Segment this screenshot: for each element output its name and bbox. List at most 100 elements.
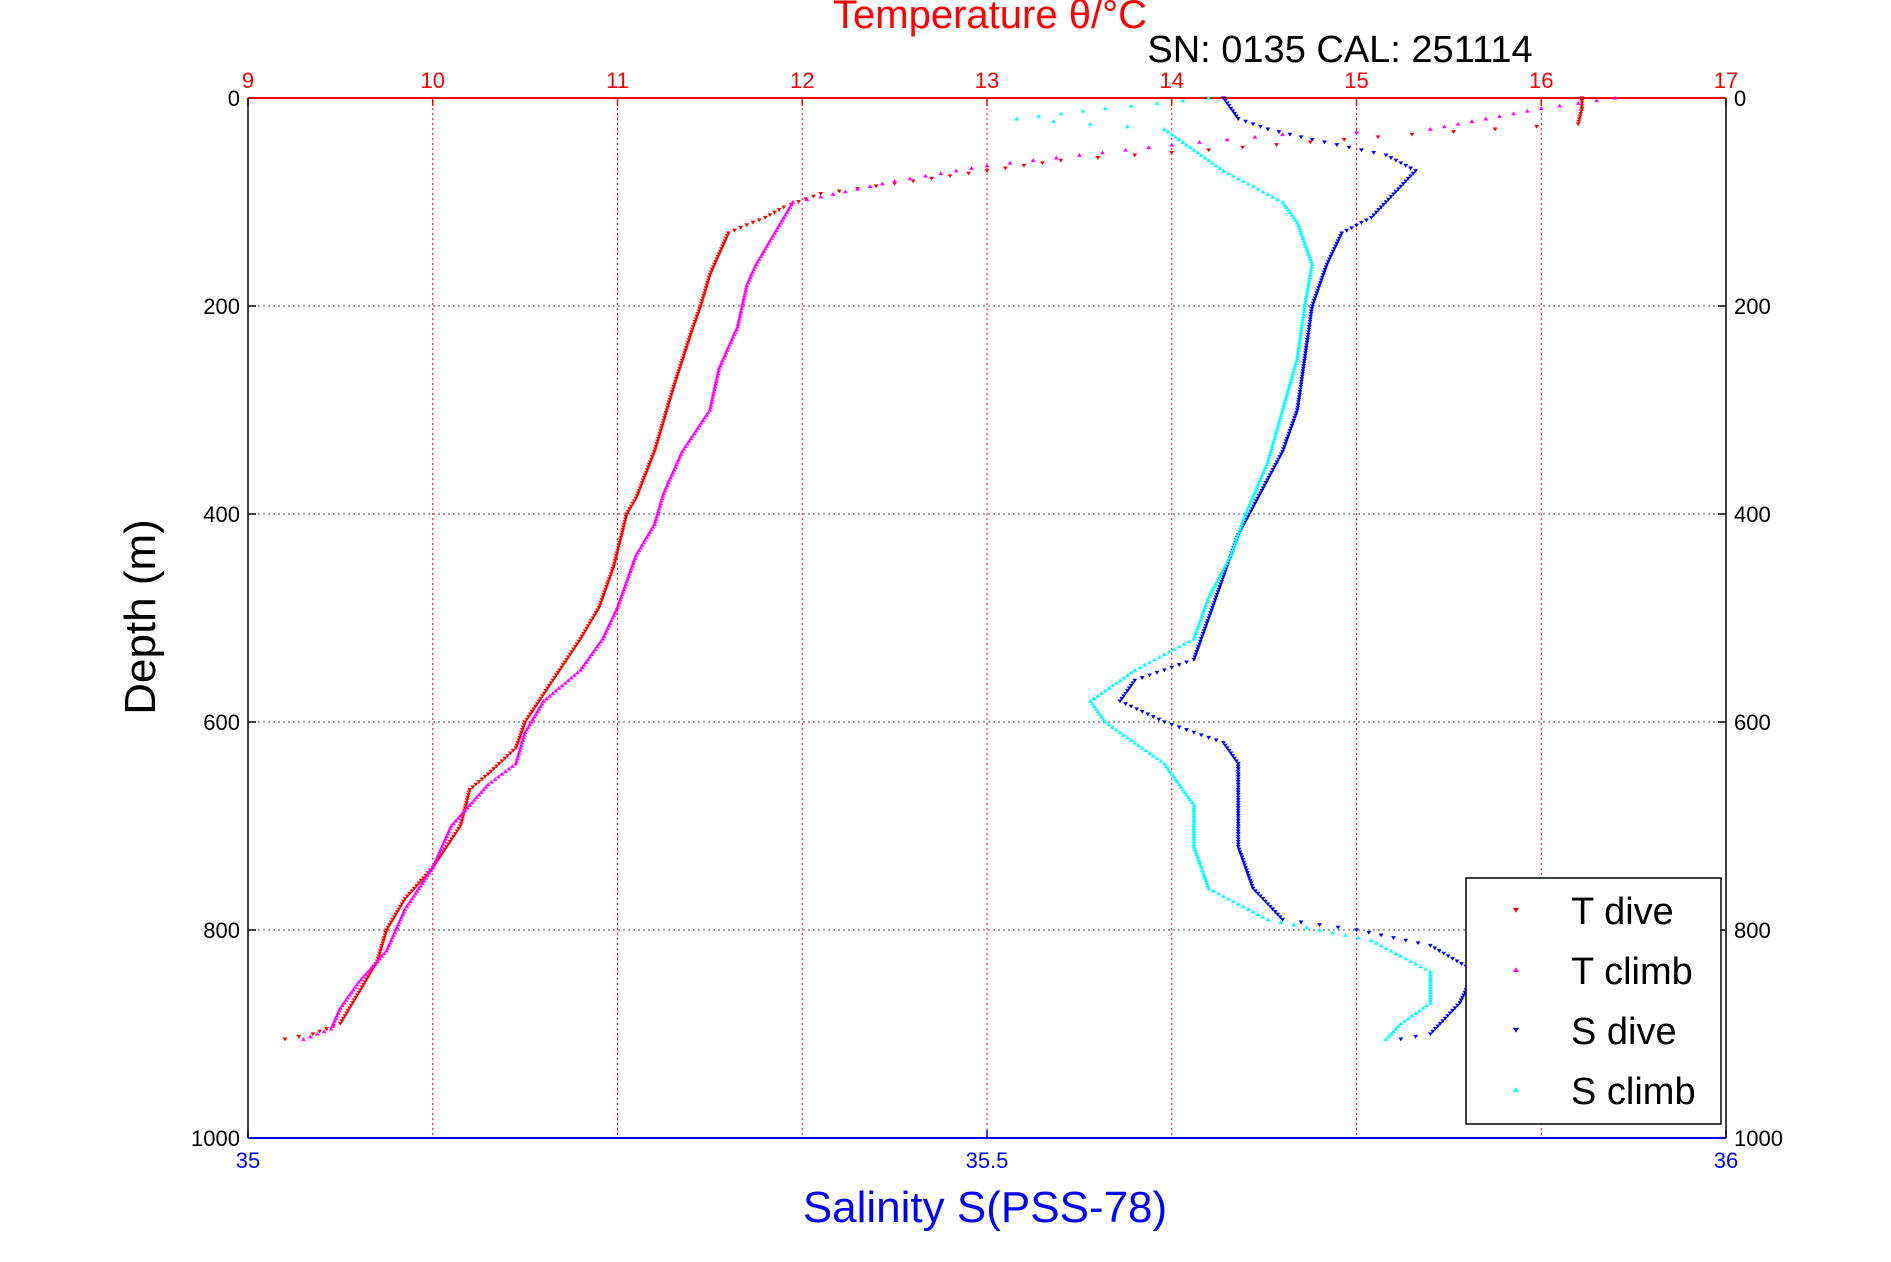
data-point bbox=[390, 917, 396, 922]
data-point bbox=[612, 559, 618, 563]
data-point bbox=[790, 199, 796, 204]
data-point bbox=[598, 639, 604, 644]
data-point bbox=[571, 673, 577, 677]
data-point bbox=[1235, 821, 1241, 826]
data-point bbox=[1301, 311, 1307, 316]
data-point bbox=[1239, 855, 1245, 860]
data-point bbox=[464, 805, 470, 810]
data-point bbox=[343, 998, 349, 1002]
y-tick-label-right: 400 bbox=[1734, 502, 1771, 527]
data-point bbox=[1246, 876, 1252, 881]
data-point bbox=[1428, 943, 1433, 948]
data-point bbox=[1287, 210, 1293, 215]
top-tick-label: 14 bbox=[1160, 68, 1184, 93]
data-point bbox=[700, 296, 706, 301]
data-point bbox=[1282, 442, 1288, 446]
data-point bbox=[661, 418, 667, 423]
data-point bbox=[1294, 410, 1299, 415]
data-point bbox=[1363, 218, 1369, 223]
data-point bbox=[1289, 376, 1294, 381]
data-point bbox=[1235, 780, 1241, 784]
data-point bbox=[1222, 563, 1228, 568]
data-point bbox=[1276, 420, 1282, 425]
data-point bbox=[1194, 628, 1200, 633]
data-point bbox=[723, 236, 729, 241]
data-point bbox=[1276, 457, 1281, 462]
data-point bbox=[767, 238, 773, 243]
data-point bbox=[368, 969, 374, 974]
data-point bbox=[464, 800, 469, 805]
data-point bbox=[1307, 275, 1313, 280]
data-point bbox=[704, 413, 709, 417]
data-point bbox=[719, 247, 724, 251]
data-point bbox=[1267, 904, 1273, 909]
data-point bbox=[594, 644, 600, 649]
data-point bbox=[619, 530, 625, 535]
data-point bbox=[442, 847, 448, 852]
data-point bbox=[775, 225, 781, 230]
data-point bbox=[1306, 280, 1312, 285]
data-point bbox=[1193, 631, 1199, 636]
legend-marker bbox=[1513, 1087, 1519, 1093]
data-point bbox=[534, 702, 540, 706]
data-point bbox=[1184, 142, 1189, 147]
data-point bbox=[710, 392, 716, 397]
data-point bbox=[1359, 221, 1364, 225]
data-point bbox=[713, 381, 719, 386]
data-point bbox=[1366, 930, 1372, 935]
data-point bbox=[296, 1034, 302, 1039]
data-point bbox=[367, 966, 373, 971]
data-point bbox=[393, 912, 399, 917]
data-point bbox=[665, 403, 671, 407]
data-point bbox=[1445, 954, 1451, 959]
series-t-climb bbox=[301, 95, 1618, 1041]
data-point bbox=[705, 280, 710, 285]
data-point bbox=[650, 524, 656, 529]
data-point bbox=[662, 416, 667, 420]
data-point bbox=[581, 662, 587, 667]
data-point bbox=[1298, 329, 1304, 334]
data-point bbox=[1199, 613, 1205, 618]
data-point bbox=[1157, 654, 1162, 659]
data-point bbox=[536, 699, 542, 704]
data-point bbox=[1191, 836, 1197, 841]
data-point bbox=[879, 181, 885, 186]
data-point bbox=[1612, 95, 1618, 100]
data-point bbox=[1243, 119, 1249, 124]
data-point bbox=[1270, 468, 1276, 472]
data-point bbox=[1235, 824, 1241, 829]
data-point bbox=[1100, 717, 1106, 722]
data-point bbox=[541, 691, 547, 696]
data-point bbox=[524, 717, 530, 722]
data-point bbox=[1275, 197, 1281, 202]
data-point bbox=[700, 418, 706, 423]
legend-marker bbox=[1513, 907, 1519, 913]
data-point bbox=[953, 168, 959, 173]
data-point bbox=[481, 787, 486, 792]
data-point bbox=[416, 881, 422, 886]
data-point bbox=[544, 696, 550, 701]
data-point bbox=[465, 795, 471, 800]
data-point bbox=[538, 696, 544, 701]
data-point bbox=[516, 738, 522, 743]
data-point bbox=[528, 719, 534, 724]
data-point bbox=[699, 301, 704, 306]
data-point bbox=[612, 561, 617, 566]
data-point bbox=[1300, 316, 1306, 321]
data-point bbox=[385, 925, 391, 930]
data-point bbox=[388, 920, 394, 925]
data-point bbox=[1557, 103, 1563, 108]
data-point bbox=[624, 579, 630, 584]
data-point bbox=[379, 953, 385, 958]
data-point bbox=[1304, 338, 1310, 342]
data-point bbox=[1202, 605, 1208, 610]
data-point bbox=[1386, 1034, 1391, 1039]
data-point bbox=[482, 774, 488, 779]
data-point bbox=[1205, 618, 1211, 623]
data-point bbox=[830, 192, 836, 196]
data-point bbox=[697, 423, 702, 428]
data-point bbox=[707, 407, 713, 412]
data-point bbox=[550, 691, 556, 696]
data-point bbox=[836, 189, 842, 194]
